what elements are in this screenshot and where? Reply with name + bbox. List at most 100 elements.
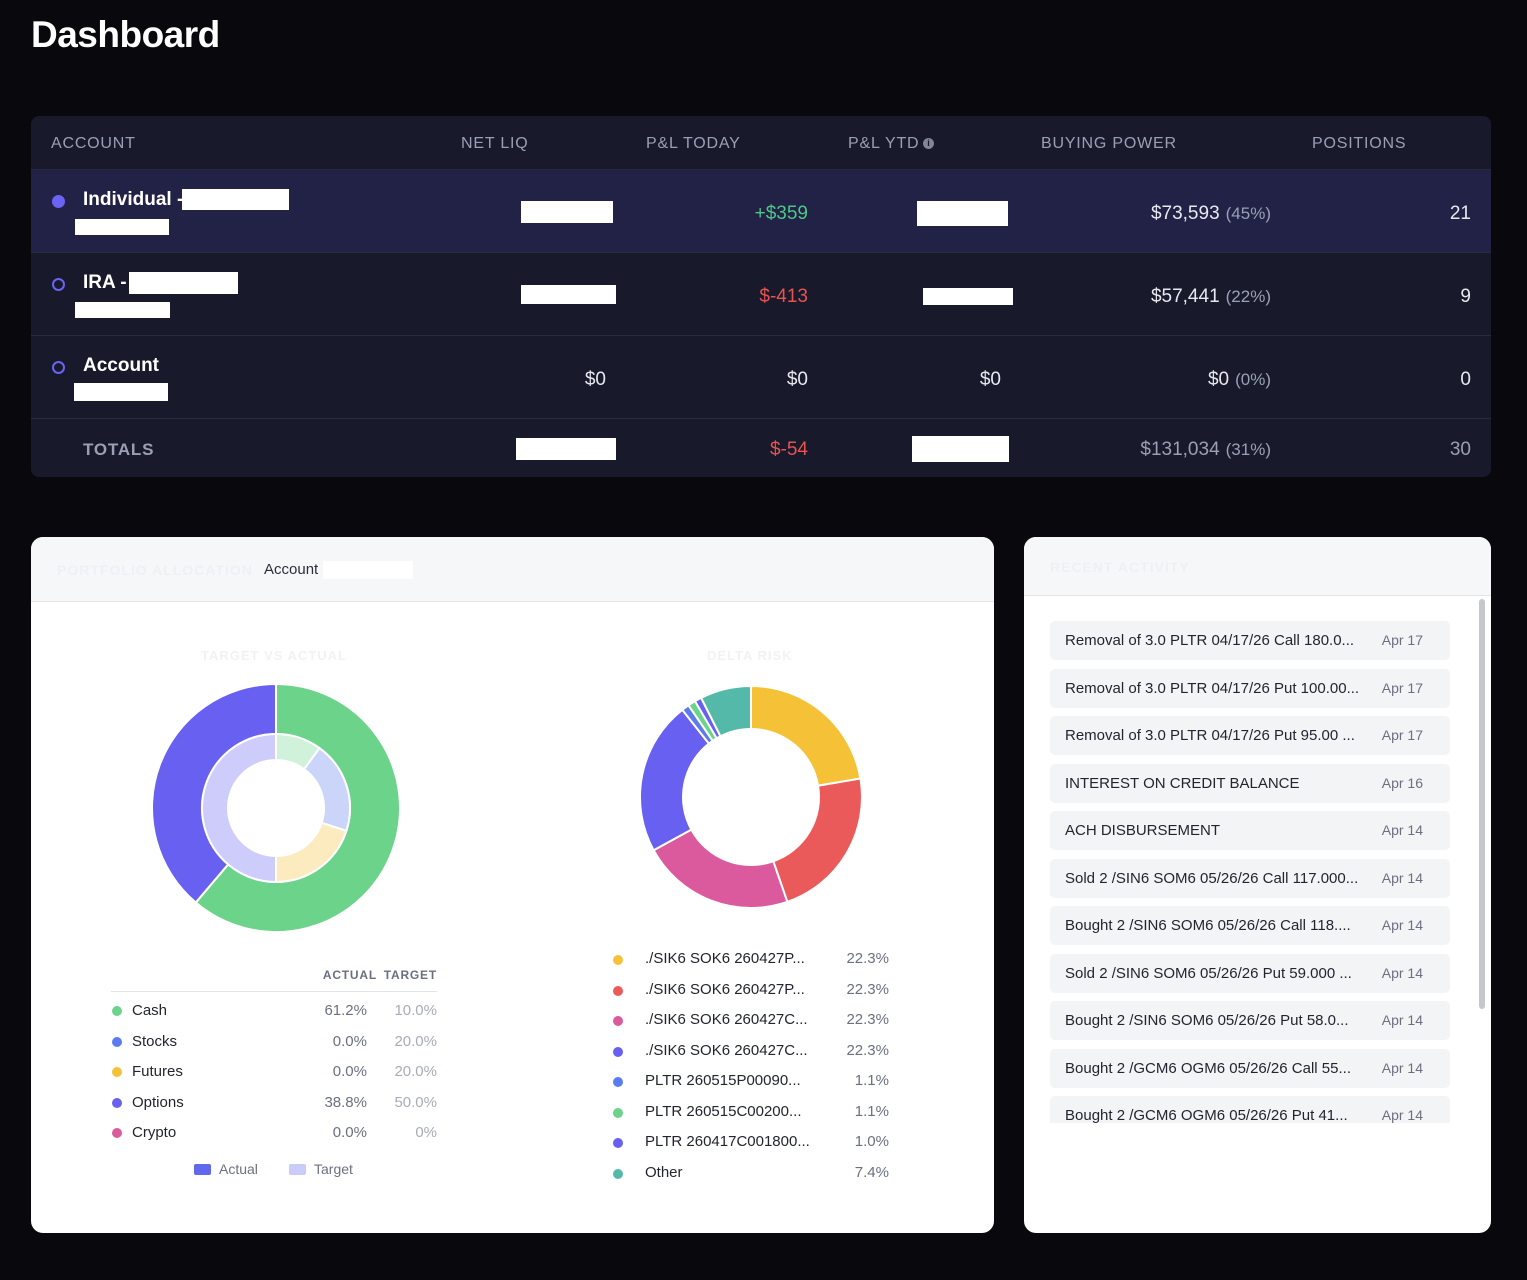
- allocation-row-stocks[interactable]: Stocks 0.0% 20.0%: [111, 1023, 437, 1054]
- delta-slice-8[interactable]: [699, 684, 752, 738]
- col-positions[interactable]: POSITIONS: [1312, 135, 1407, 152]
- activity-item[interactable]: Removal of 3.0 PLTR 04/17/26 Call 180.0.…: [1050, 621, 1450, 660]
- activity-date: Apr 14: [1381, 822, 1423, 838]
- allocation-legend-header: ACTUAL TARGET: [111, 960, 437, 992]
- col-account[interactable]: ACCOUNT: [51, 135, 136, 152]
- radio-selected-icon[interactable]: [52, 195, 65, 208]
- allocation-label: Cash: [132, 1002, 168, 1019]
- total-buying-power-amount: $131,034: [1140, 439, 1220, 460]
- allocation-row-options[interactable]: Options 38.8% 50.0%: [111, 1084, 437, 1115]
- delta-risk-row[interactable]: PLTR 260417C001800... 1.0%: [607, 1127, 889, 1158]
- activity-item[interactable]: ACH DISBURSEMENT Apr 14: [1050, 811, 1450, 850]
- col-buying-power[interactable]: BUYING POWER: [1041, 135, 1177, 152]
- allocation-label: Futures: [132, 1063, 183, 1080]
- activity-date: Apr 16: [1381, 774, 1423, 791]
- delta-risk-chart[interactable]: [627, 673, 877, 923]
- delta-slice-2[interactable]: [772, 777, 863, 904]
- account-selector[interactable]: Account: [264, 561, 318, 578]
- activity-card-header: RECENT ACTIVITY: [1024, 537, 1491, 596]
- delta-risk-label: ./SIK6 SOK6 260427P...: [645, 950, 805, 967]
- redacted-account-selector-value: [323, 561, 413, 579]
- allocation-target: 50.0%: [394, 1093, 437, 1111]
- total-buying-power: $131,034 (31%): [1140, 439, 1271, 461]
- delta-slice-1[interactable]: [750, 684, 862, 787]
- delta-risk-row[interactable]: PLTR 260515P00090... 1.1%: [607, 1066, 889, 1097]
- allocation-row-futures[interactable]: Futures 0.0% 20.0%: [111, 1053, 437, 1084]
- target-vs-actual-chart[interactable]: [141, 673, 411, 943]
- recent-activity-card: RECENT ACTIVITY Removal of 3.0 PLTR 04/1…: [1024, 537, 1491, 1233]
- pl-today-value: $-413: [759, 286, 808, 307]
- delta-risk-label: ./SIK6 SOK6 260427C...: [645, 1041, 808, 1059]
- delta-risk-value: 1.1%: [854, 1102, 889, 1120]
- redacted-pl-ytd: [923, 288, 1013, 305]
- allocation-legend: ACTUAL TARGET Cash 61.2% 10.0% Stocks 0.0% 20…: [111, 960, 437, 1145]
- activity-text: Bought 2 /SIN6 SOM6 05/26/26 Put 58.0...: [1065, 1012, 1349, 1029]
- redacted-account-number: [182, 189, 289, 210]
- delta-risk-row[interactable]: ./SIK6 SOK6 260427P... 22.3%: [607, 944, 889, 975]
- activity-item[interactable]: Bought 2 /GCM6 OGM6 05/26/26 Call 55... A…: [1050, 1048, 1450, 1088]
- delta-risk-label: PLTR 260515C00200...: [645, 1102, 802, 1120]
- activity-item[interactable]: Bought 2 /SIN6 SOM6 05/26/26 Put 58.0...…: [1050, 1001, 1450, 1040]
- col-net-liq[interactable]: NET LIQ: [461, 135, 529, 152]
- legend-actual-label: Actual: [219, 1161, 258, 1177]
- activity-scrollbar[interactable]: [1477, 597, 1487, 1137]
- account-selector-label: Account: [264, 561, 319, 578]
- legend-actual[interactable]: Actual: [194, 1161, 258, 1177]
- legend-dot-icon: [613, 1077, 623, 1087]
- delta-risk-row[interactable]: Other 7.4%: [607, 1158, 889, 1189]
- account-row-ira[interactable]: IRA - $-413 $57,441 (22%) 9: [31, 253, 1491, 336]
- delta-risk-label: PLTR 260515P00090...: [645, 1072, 801, 1089]
- legend-dot-icon: [613, 955, 623, 965]
- delta-risk-row[interactable]: PLTR 260515C00200... 1.1%: [607, 1097, 889, 1128]
- activity-item[interactable]: Removal of 3.0 PLTR 04/17/26 Put 100.00.…: [1050, 668, 1450, 708]
- totals-label: TOTALS: [83, 440, 155, 459]
- activity-title: RECENT ACTIVITY: [1050, 559, 1190, 575]
- activity-item[interactable]: INTEREST ON CREDIT BALANCE Apr 16: [1050, 763, 1450, 803]
- allocation-label: Stocks: [132, 1032, 178, 1050]
- target-header: TARGET: [383, 968, 437, 982]
- activity-date: Apr 14: [1381, 964, 1423, 981]
- activity-text: Bought 2 /GCM6 OGM6 05/26/26 Call 55...: [1065, 1059, 1351, 1077]
- scrollbar-thumb[interactable]: [1479, 599, 1485, 1009]
- activity-list[interactable]: Removal of 3.0 PLTR 04/17/26 Call 180.0.…: [1050, 621, 1450, 1123]
- radio-unselected-icon[interactable]: [52, 361, 65, 374]
- col-pl-ytd[interactable]: P&L YTD i: [848, 135, 935, 153]
- account-name: Account: [83, 355, 159, 376]
- col-pl-today[interactable]: P&L TODAY: [646, 135, 741, 152]
- legend-target-label: Target: [314, 1161, 353, 1177]
- col-pl-ytd-label: P&L YTD: [848, 135, 920, 152]
- buying-power-amount: $0: [1207, 369, 1230, 390]
- activity-date: Apr 14: [1381, 1107, 1423, 1123]
- activity-item[interactable]: Removal of 3.0 PLTR 04/17/26 Put 95.00 .…: [1050, 716, 1450, 755]
- activity-item[interactable]: Sold 2 /SIN6 SOM6 05/26/26 Put 59.000 ..…: [1050, 953, 1450, 993]
- legend-dot-icon: [613, 1168, 623, 1179]
- activity-date: Apr 14: [1381, 1059, 1423, 1076]
- portfolio-allocation-card: PORTFOLIO ALLOCATION Account TARGET VS A…: [31, 537, 994, 1233]
- redacted-account-subtitle: [75, 302, 170, 318]
- target-slice-options[interactable]: [201, 732, 277, 884]
- account-row-account[interactable]: Account $0 $0 $0 $0 (0%) 0: [31, 336, 1491, 419]
- activity-text: Sold 2 /SIN6 SOM6 05/26/26 Call 117.000.…: [1065, 869, 1359, 887]
- delta-risk-row[interactable]: ./SIK6 SOK6 260427C... 22.3%: [607, 1036, 889, 1067]
- activity-text: ACH DISBURSEMENT: [1065, 822, 1221, 839]
- allocation-actual: 0.0%: [332, 1124, 367, 1141]
- allocation-row-crypto[interactable]: Crypto 0.0% 0%: [111, 1114, 437, 1145]
- activity-item[interactable]: Bought 2 /GCM6 OGM6 05/26/26 Put 41... Ap…: [1050, 1096, 1450, 1123]
- target-swatch: [289, 1164, 306, 1175]
- account-row-individual[interactable]: Individual - +$359 $73,593 (45%) 21: [31, 170, 1491, 253]
- delta-risk-row[interactable]: ./SIK6 SOK6 260427P... 22.3%: [607, 975, 889, 1006]
- target-vs-actual-title: TARGET VS ACTUAL: [201, 648, 347, 663]
- info-icon[interactable]: i: [923, 138, 935, 150]
- positions-count: 9: [1460, 286, 1471, 307]
- legend-dot-icon: [613, 1016, 623, 1026]
- account-name: IRA -: [83, 272, 127, 293]
- activity-item[interactable]: Bought 2 /SIN6 SOM6 05/26/26 Call 118...…: [1050, 906, 1450, 945]
- redacted-account-subtitle: [74, 383, 168, 401]
- legend-target[interactable]: Target: [289, 1161, 353, 1177]
- delta-slice-3[interactable]: [652, 828, 789, 909]
- allocation-row-cash[interactable]: Cash 61.2% 10.0%: [111, 992, 437, 1023]
- redacted-pl-ytd: [917, 201, 1008, 226]
- delta-risk-row[interactable]: ./SIK6 SOK6 260427C... 22.3%: [607, 1005, 889, 1036]
- activity-item[interactable]: Sold 2 /SIN6 SOM6 05/26/26 Call 117.000.…: [1050, 858, 1450, 898]
- radio-unselected-icon[interactable]: [52, 278, 65, 291]
